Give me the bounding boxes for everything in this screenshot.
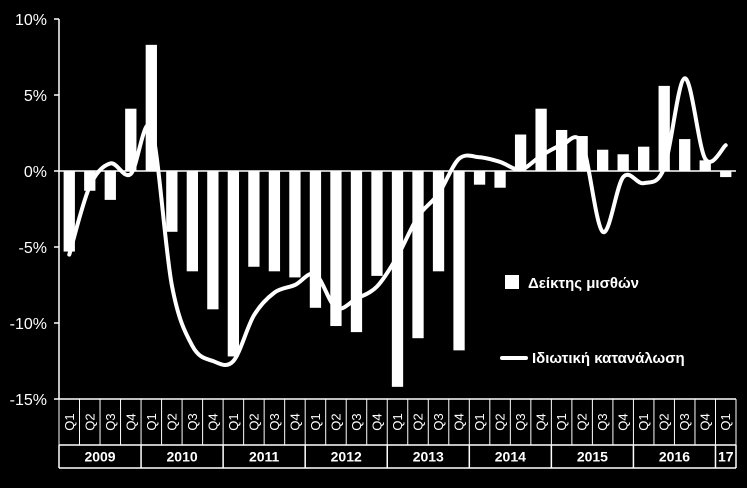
legend-label-bars: Δείκτης μισθών <box>528 275 639 292</box>
quarter-label: Q4 <box>616 413 631 430</box>
y-axis-labels: 10% 5% 0% -5% -10% -15% <box>10 12 47 409</box>
quarter-label: Q4 <box>698 413 713 430</box>
year-label: 2009 <box>84 449 115 465</box>
y-tick-label: -10% <box>10 316 47 333</box>
bar <box>412 171 424 339</box>
quarter-label: Q3 <box>677 413 692 430</box>
bar <box>638 146 650 171</box>
quarter-label: Q3 <box>185 413 200 430</box>
quarter-label: Q1 <box>62 413 77 430</box>
bar <box>248 171 260 267</box>
bar <box>597 149 609 171</box>
quarter-label: Q4 <box>534 413 549 430</box>
bar <box>84 171 96 191</box>
quarter-label: Q3 <box>103 413 118 430</box>
bar <box>658 85 670 171</box>
y-tick-label: 0% <box>24 164 47 181</box>
quarter-label: Q1 <box>390 413 405 430</box>
bar <box>699 160 711 171</box>
bar <box>391 171 404 387</box>
bar <box>473 171 486 185</box>
bar <box>330 171 342 327</box>
bar <box>535 108 547 171</box>
quarter-label: Q1 <box>144 413 159 430</box>
quarter-label: Q2 <box>493 413 508 430</box>
axes <box>54 18 736 400</box>
bar <box>268 171 281 272</box>
bar <box>371 171 383 276</box>
quarter-label: Q1 <box>554 413 569 430</box>
quarter-label: Q3 <box>349 413 364 430</box>
legend-swatch-bars <box>505 275 519 289</box>
y-tick-label: -5% <box>19 240 47 257</box>
quarter-label: Q4 <box>452 413 467 430</box>
bar <box>453 171 465 351</box>
bar <box>432 171 445 272</box>
quarter-label: Q4 <box>205 413 220 430</box>
quarter-label: Q3 <box>595 413 610 430</box>
quarter-label: Q4 <box>287 413 302 430</box>
quarter-label: Q1 <box>636 413 651 430</box>
quarter-label: Q1 <box>226 413 241 430</box>
bar <box>494 171 506 188</box>
quarter-label: Q1 <box>472 413 487 430</box>
bar <box>289 171 301 278</box>
bar <box>576 136 588 171</box>
legend-label-line: Ιδιωτική κατανάλωση <box>532 350 685 367</box>
quarter-label: Q4 <box>123 413 138 430</box>
bar <box>166 171 178 232</box>
year-label: 2015 <box>577 449 608 465</box>
bar <box>555 129 568 171</box>
year-label: 2014 <box>495 449 526 465</box>
bar <box>720 171 732 178</box>
bar <box>350 171 363 333</box>
bar <box>125 108 137 171</box>
quarter-label: Q1 <box>718 413 733 430</box>
bar <box>514 134 527 171</box>
bars <box>63 44 732 387</box>
quarter-label: Q3 <box>431 413 446 430</box>
bar <box>186 171 198 272</box>
quarter-label: Q2 <box>657 413 672 430</box>
year-label: 17 <box>718 449 734 465</box>
quarter-label: Q4 <box>370 413 385 430</box>
bar <box>104 171 116 200</box>
year-label: 2016 <box>659 449 690 465</box>
year-label: 2012 <box>331 449 362 465</box>
quarter-label: Q2 <box>575 413 590 430</box>
y-tick-label: -15% <box>10 392 47 409</box>
quarter-label: Q2 <box>164 413 179 430</box>
quarter-label: Q2 <box>329 413 344 430</box>
line-layer <box>67 76 728 367</box>
bar <box>63 171 75 252</box>
quarter-label: Q2 <box>82 413 97 430</box>
legend: Δείκτης μισθών Ιδιωτική κατανάλωση <box>500 275 685 367</box>
y-tick-label: 5% <box>24 88 47 105</box>
bar <box>309 171 322 308</box>
year-label: 2010 <box>167 449 198 465</box>
bar <box>227 171 240 357</box>
consumption-line <box>67 76 728 367</box>
y-tick-label: 10% <box>15 12 47 29</box>
quarter-label: Q3 <box>267 413 282 430</box>
quarter-label: Q3 <box>513 413 528 430</box>
bar <box>617 154 629 171</box>
quarter-label: Q2 <box>246 413 261 430</box>
year-label: 2013 <box>413 449 444 465</box>
bar <box>679 139 691 171</box>
bar <box>207 171 219 310</box>
year-label: 2011 <box>249 449 280 465</box>
quarter-label: Q2 <box>411 413 426 430</box>
quarter-label: Q1 <box>308 413 323 430</box>
bar <box>145 44 157 172</box>
x-axis-table: Q1 Q2 Q3 Q4 Q1 Q2 Q3 Q4 Q1 Q2 Q3 Q4 Q1 Q2 Q3 Q4 Q1 Q2 Q3 Q4… <box>58 398 737 469</box>
